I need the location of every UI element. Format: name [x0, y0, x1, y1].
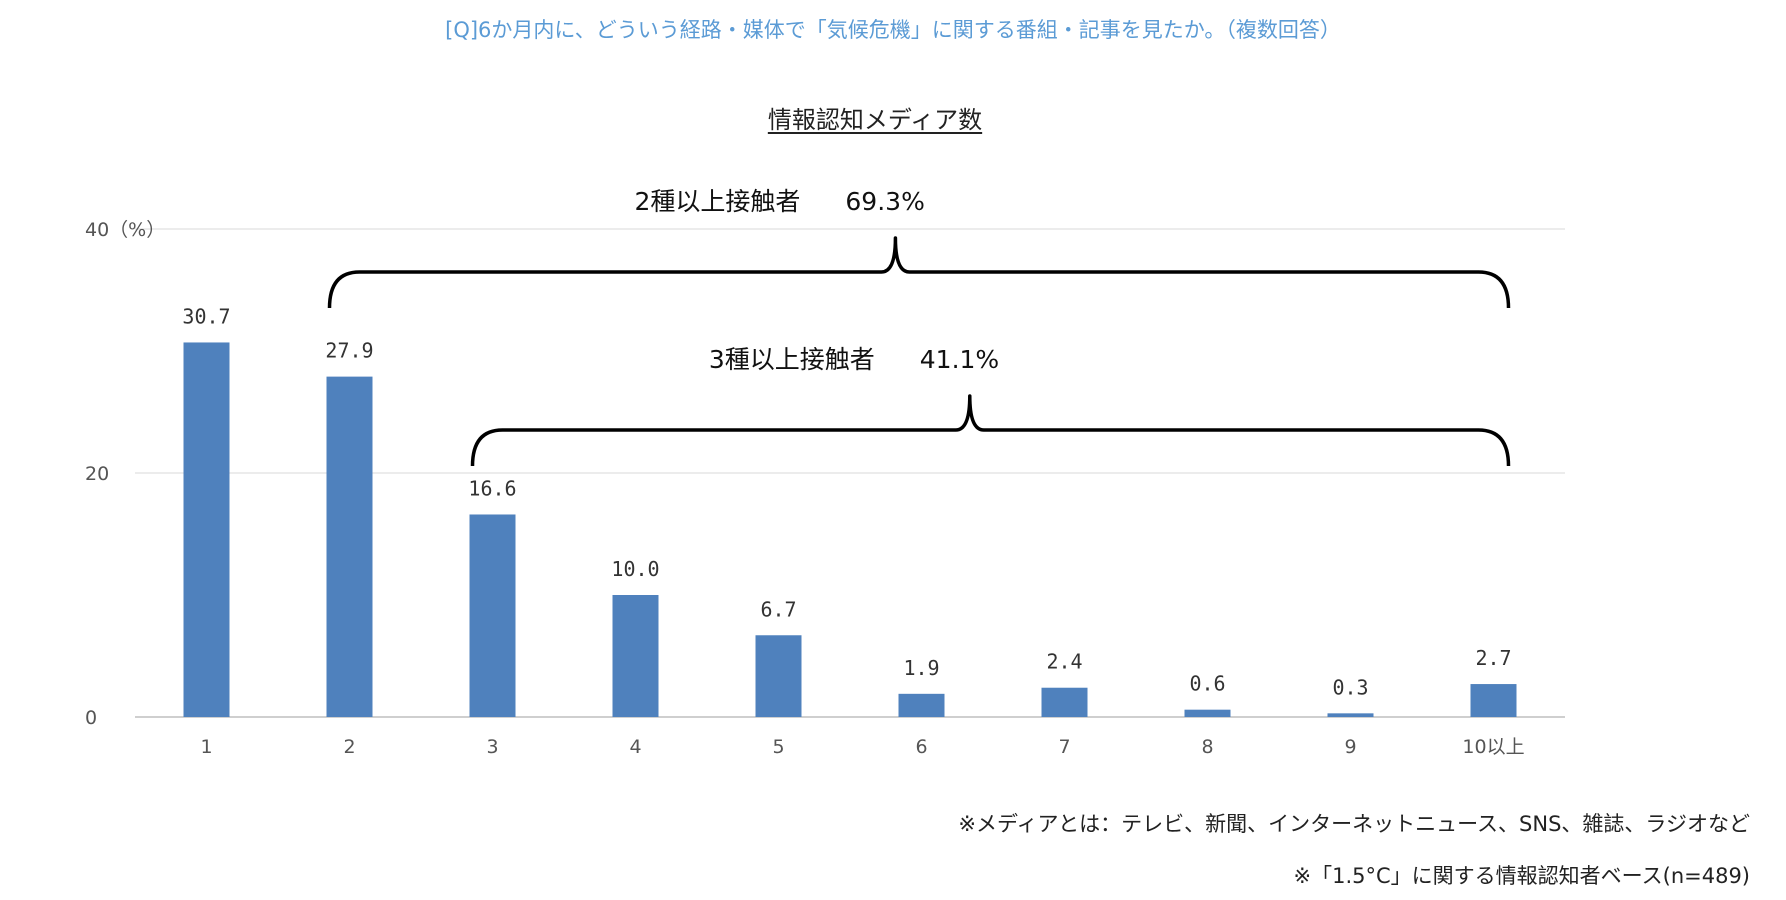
bar [898, 693, 945, 717]
bracket-2-plus [327, 236, 1511, 309]
bar-value-label: 0.6 [1189, 672, 1225, 696]
x-tick-label: 2 [343, 736, 355, 758]
y-tick-label: 20 [85, 463, 109, 485]
x-tick-label: 3 [486, 736, 498, 758]
bar [1041, 687, 1088, 717]
x-tick-label: 7 [1058, 736, 1070, 758]
media-footnote: ※メディアとは：テレビ、新聞、インターネットニュース、SNS、雑誌、ラジオなど [958, 812, 1750, 836]
bracket-3-plus [470, 394, 1511, 467]
x-tick-label: 1 [200, 736, 212, 758]
chart-title: 情報認知メディア数 [767, 106, 983, 134]
question-text: [Q]6か月内に、どういう経路・媒体で「気候危機」に関する番組・記事を見たか。（… [445, 18, 1341, 42]
x-tick-label: 10以上 [1462, 736, 1524, 758]
bracket-value: 41.1% [920, 345, 999, 374]
bar-value-label: 27.9 [325, 339, 373, 363]
bracket-label: 3種以上接触者 [709, 345, 875, 374]
bracket-value: 69.3% [845, 187, 924, 216]
x-tick-label: 9 [1344, 736, 1356, 758]
bar-value-label: 6.7 [760, 597, 796, 621]
bar-value-label: 10.0 [611, 557, 659, 581]
bar-value-label: 2.7 [1475, 646, 1511, 670]
bar [469, 514, 516, 717]
bracket-label: 2種以上接触者 [634, 187, 800, 216]
bar-value-label: 0.3 [1332, 675, 1368, 699]
bar [755, 635, 802, 717]
bar [183, 342, 230, 717]
x-tick-label: 5 [772, 736, 784, 758]
x-tick-label: 4 [629, 736, 641, 758]
bar-value-label: 1.9 [903, 656, 939, 680]
bar [1327, 713, 1374, 717]
bar-value-label: 30.7 [182, 304, 230, 328]
bar [1470, 684, 1517, 717]
x-tick-label: 6 [915, 736, 927, 758]
bar-value-label: 2.4 [1046, 650, 1082, 674]
base-footnote: ※「1.5°C」に関する情報認知者ベース(n=489) [1293, 864, 1750, 888]
y-tick-label: 0 [85, 707, 97, 729]
bar [326, 376, 373, 717]
bar-value-label: 16.6 [468, 476, 516, 500]
bar [1184, 709, 1231, 717]
bar [612, 595, 659, 717]
x-tick-label: 8 [1201, 736, 1213, 758]
y-tick-label: 40（%） [85, 219, 165, 241]
